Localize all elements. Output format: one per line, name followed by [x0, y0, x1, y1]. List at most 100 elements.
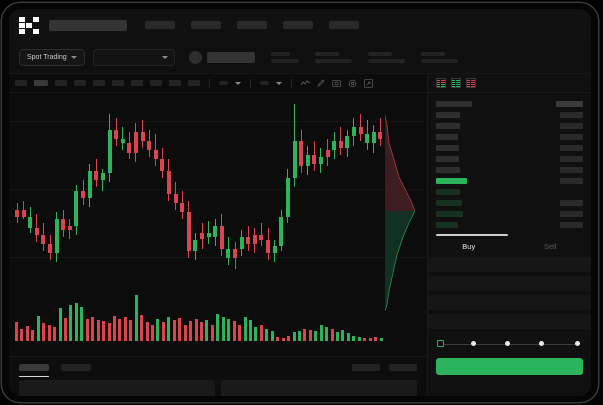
orderbook-price-cell [436, 133, 458, 140]
tab-sell[interactable]: Sell [543, 241, 557, 251]
order-field-1[interactable] [428, 256, 591, 273]
volume-bar [221, 316, 225, 341]
orderbook-row-ask[interactable] [436, 98, 583, 109]
orderbook-asks-icon[interactable] [466, 78, 476, 88]
order-field-2[interactable] [428, 275, 591, 292]
orderbook-row-bid[interactable] [436, 197, 583, 208]
slider-stop[interactable] [505, 340, 510, 346]
orderbook-row-mark[interactable] [436, 175, 583, 186]
volume-bar [189, 321, 193, 341]
chart-toolbar [9, 74, 427, 93]
chevron-down-icon [161, 55, 168, 59]
timeframe-button[interactable] [93, 80, 105, 86]
bottom-content-panels [9, 371, 427, 396]
orderbook-row-ask[interactable] [436, 109, 583, 120]
orderbook-both-icon[interactable] [436, 78, 446, 88]
gridline [9, 121, 427, 122]
orderbook-price-cell [436, 100, 472, 107]
orderbook-row-bid[interactable] [436, 219, 583, 230]
slider-stop[interactable] [471, 340, 476, 346]
bottom-action-2[interactable] [389, 364, 417, 371]
orderbook-row-ask[interactable] [436, 153, 583, 164]
volume-bar [161, 322, 165, 341]
tab-buy[interactable]: Buy [462, 241, 476, 251]
candlestick-plot[interactable] [9, 93, 427, 311]
timeframe-button[interactable] [112, 80, 124, 86]
bottom-tab-label [19, 364, 49, 371]
orderbook-row-ask[interactable] [436, 142, 583, 153]
volume-bar [374, 336, 378, 341]
orderbook-price-cell [436, 199, 462, 206]
bottom-tab-2[interactable] [61, 364, 91, 371]
fullscreen-icon[interactable] [364, 78, 373, 88]
nav-item-2[interactable] [191, 21, 221, 29]
timeframe-button[interactable] [74, 80, 86, 86]
ticker-stat-1 [270, 51, 299, 63]
timeframe-button[interactable] [55, 80, 67, 86]
nav-item-4[interactable] [283, 21, 313, 29]
nav-item-5[interactable] [329, 21, 359, 29]
orderbook-price-cell [436, 144, 459, 151]
timeframe-button[interactable] [131, 80, 143, 86]
bottom-tab-1[interactable] [19, 364, 49, 377]
timeframe-button[interactable] [15, 80, 27, 86]
chart-type-label[interactable] [219, 81, 228, 85]
nav-item-3[interactable] [237, 21, 267, 29]
camera-icon[interactable] [332, 79, 341, 87]
volume-bar [194, 319, 198, 341]
volume-bar [368, 338, 372, 341]
volume-bar [53, 326, 57, 341]
volume-bar [80, 307, 84, 341]
volume-bar [319, 324, 323, 341]
search-input[interactable] [49, 19, 127, 31]
pair-select[interactable] [92, 48, 175, 66]
orderbook-row-bid[interactable] [436, 208, 583, 219]
volume-bar [265, 328, 269, 341]
volume-bar [341, 330, 345, 341]
orderbook-bids-icon[interactable] [451, 78, 461, 88]
orderbook-row-ask[interactable] [436, 120, 583, 131]
volume-bar [357, 336, 361, 341]
stat-value [314, 58, 352, 63]
chevron-down-icon[interactable] [235, 81, 241, 85]
orderbook-row-ask[interactable] [436, 164, 583, 175]
volume-bar [346, 333, 350, 341]
volume-bar [47, 324, 51, 341]
slider-stop[interactable] [539, 340, 544, 346]
market-type-dropdown[interactable]: Spot Trading [19, 48, 85, 66]
bottom-panel-left[interactable] [19, 380, 215, 396]
slider-stop[interactable] [575, 340, 580, 346]
order-field-4[interactable] [428, 313, 591, 330]
bottom-panel-right[interactable] [221, 380, 417, 396]
timeframe-button[interactable] [188, 80, 200, 86]
interval-label[interactable] [260, 81, 269, 85]
chart-panel [9, 74, 427, 356]
orderbook-row-bid[interactable] [436, 186, 583, 197]
volume-bar [254, 326, 258, 341]
coin-avatar [188, 50, 202, 64]
volume-bar [270, 331, 274, 341]
orderbook-rows[interactable] [428, 93, 591, 230]
settings-gear-icon[interactable] [348, 79, 357, 88]
volume-bar [134, 295, 138, 341]
timeframe-button-active[interactable] [34, 80, 48, 86]
orderbook-row-ask[interactable] [436, 131, 583, 142]
app-screen: Spot Trading [9, 9, 591, 396]
amount-slider[interactable] [437, 339, 582, 349]
bottom-panel [9, 356, 427, 396]
volume-bar [63, 318, 67, 341]
okx-logo[interactable] [19, 16, 39, 34]
order-field-3[interactable] [428, 294, 591, 311]
nav-item-1[interactable] [145, 21, 175, 29]
indicators-icon[interactable] [301, 79, 310, 87]
submit-order-button[interactable] [436, 357, 583, 375]
drawing-pencil-icon[interactable] [317, 79, 325, 87]
timeframe-button[interactable] [169, 80, 181, 86]
volume-bar [243, 316, 247, 341]
chevron-down-icon[interactable] [276, 81, 282, 85]
slider-handle[interactable] [437, 339, 444, 347]
timeframe-button[interactable] [150, 80, 162, 86]
app-header [9, 9, 591, 41]
bottom-action-1[interactable] [352, 364, 380, 371]
toolbar-divider [250, 78, 251, 88]
